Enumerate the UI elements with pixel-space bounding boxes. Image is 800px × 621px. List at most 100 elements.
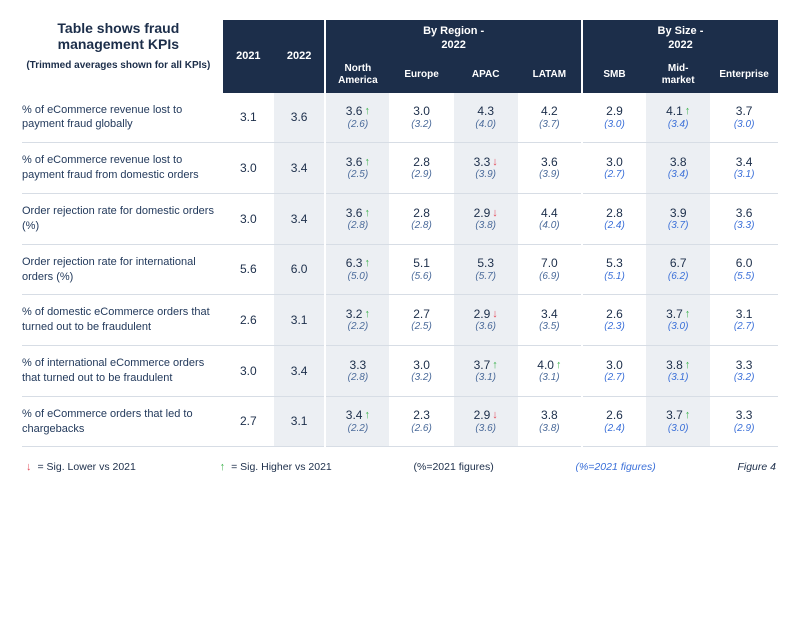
cell-sub: (3.7): [520, 119, 579, 131]
arrow-up-icon: ↑: [364, 308, 370, 320]
cell-sub: (3.9): [456, 169, 516, 181]
data-cell: 3.4(3.1): [710, 143, 778, 194]
cell-sub: (2.2): [328, 423, 387, 435]
cell-sub: (3.2): [391, 119, 451, 131]
data-cell: 3.9(3.7): [646, 193, 710, 244]
row-label: Order rejection rate for domestic orders…: [22, 193, 223, 244]
cell-sub: (2.8): [328, 372, 387, 384]
cell-sub: (5.1): [585, 271, 644, 283]
cell-sub: (4.0): [520, 220, 579, 232]
col-group-size: By Size - 2022: [582, 20, 778, 57]
cell-sub: (3.4): [648, 119, 708, 131]
data-cell: 5.3(5.1): [582, 244, 646, 295]
data-cell: 6.0: [274, 244, 325, 295]
cell-sub: (2.8): [391, 220, 451, 232]
cell-value: 3.7: [474, 358, 491, 372]
cell-value: 3.1: [291, 414, 308, 428]
data-cell: 3.4: [274, 193, 325, 244]
data-cell: 3.8↑(3.1): [646, 346, 710, 397]
cell-sub: (2.3): [585, 321, 644, 333]
data-cell: 3.6↑(2.5): [325, 143, 389, 194]
cell-sub: (3.9): [520, 169, 579, 181]
cell-value: 3.8: [666, 358, 683, 372]
data-cell: 2.9↓(3.6): [454, 295, 518, 346]
arrow-up-icon: ↑: [364, 257, 370, 269]
col-apac: APAC: [454, 57, 518, 93]
data-cell: 3.0: [223, 193, 274, 244]
data-cell: 3.6↑(2.6): [325, 93, 389, 143]
cell-value: 2.8: [413, 155, 430, 169]
data-cell: 6.3↑(5.0): [325, 244, 389, 295]
table-title: Table shows fraud management KPIs: [22, 20, 215, 52]
data-cell: 3.3↓(3.9): [454, 143, 518, 194]
cell-value: 4.3: [477, 104, 494, 118]
data-cell: 3.7↑(3.0): [646, 396, 710, 447]
data-cell: 3.1(2.7): [710, 295, 778, 346]
legend-lower-text: = Sig. Lower vs 2021: [38, 461, 136, 473]
cell-value: 7.0: [541, 256, 558, 270]
cell-value: 4.0: [537, 358, 554, 372]
col-mid: Mid- market: [646, 57, 710, 93]
data-cell: 3.6↑(2.8): [325, 193, 389, 244]
cell-value: 2.6: [606, 408, 623, 422]
data-cell: 2.8(2.9): [389, 143, 453, 194]
cell-sub: (2.8): [328, 220, 387, 232]
data-cell: 3.6: [274, 93, 325, 143]
col-eu: Europe: [389, 57, 453, 93]
cell-value: 5.1: [413, 256, 430, 270]
cell-sub: (3.2): [391, 372, 451, 384]
cell-value: 3.6: [291, 110, 308, 124]
data-cell: 3.8(3.8): [518, 396, 582, 447]
cell-value: 3.4: [291, 212, 308, 226]
cell-value: 5.3: [477, 256, 494, 270]
data-cell: 4.4(4.0): [518, 193, 582, 244]
cell-value: 2.9: [474, 206, 491, 220]
data-cell: 3.7(3.0): [710, 93, 778, 143]
cell-value: 2.8: [413, 206, 430, 220]
legend-note-black: (%=2021 figures): [413, 461, 493, 473]
cell-sub: (6.9): [520, 271, 579, 283]
cell-value: 3.6: [736, 206, 753, 220]
cell-sub: (2.5): [391, 321, 451, 333]
row-label: % of eCommerce revenue lost to payment f…: [22, 143, 223, 194]
data-cell: 3.3(2.8): [325, 346, 389, 397]
cell-sub: (3.0): [648, 423, 708, 435]
cell-sub: (2.2): [328, 321, 387, 333]
cell-sub: (3.0): [712, 119, 776, 131]
cell-value: 3.7: [666, 307, 683, 321]
data-cell: 3.3(2.9): [710, 396, 778, 447]
cell-value: 3.3: [736, 358, 753, 372]
cell-value: 3.4: [291, 161, 308, 175]
cell-sub: (3.8): [456, 220, 516, 232]
kpi-table: Table shows fraud management KPIs (Trimm…: [22, 20, 778, 447]
row-label: % of eCommerce revenue lost to payment f…: [22, 93, 223, 143]
cell-value: 5.3: [606, 256, 623, 270]
data-cell: 3.4: [274, 143, 325, 194]
cell-value: 3.4: [736, 155, 753, 169]
data-cell: 5.6: [223, 244, 274, 295]
arrow-down-icon: ↓: [26, 461, 32, 473]
legend: ↓ = Sig. Lower vs 2021 ↑ = Sig. Higher v…: [22, 447, 778, 477]
cell-value: 2.7: [240, 414, 257, 428]
data-cell: 3.0(3.2): [389, 93, 453, 143]
legend-higher-text: = Sig. Higher vs 2021: [231, 461, 332, 473]
arrow-up-icon: ↑: [220, 461, 226, 473]
data-cell: 3.6(3.9): [518, 143, 582, 194]
cell-value: 3.6: [346, 155, 363, 169]
col-2022: 2022: [274, 20, 325, 93]
data-cell: 3.7↑(3.0): [646, 295, 710, 346]
data-cell: 3.4↑(2.2): [325, 396, 389, 447]
data-cell: 3.0: [223, 143, 274, 194]
cell-sub: (5.0): [328, 271, 387, 283]
cell-value: 3.7: [736, 104, 753, 118]
arrow-up-icon: ↑: [556, 359, 562, 371]
cell-value: 6.7: [670, 256, 687, 270]
cell-value: 6.0: [291, 262, 308, 276]
table-row: % of domestic eCommerce orders that turn…: [22, 295, 778, 346]
col-latam: LATAM: [518, 57, 582, 93]
cell-value: 2.6: [606, 307, 623, 321]
data-cell: 7.0(6.9): [518, 244, 582, 295]
data-cell: 2.6(2.3): [582, 295, 646, 346]
cell-value: 3.0: [240, 212, 257, 226]
data-cell: 3.0: [223, 346, 274, 397]
